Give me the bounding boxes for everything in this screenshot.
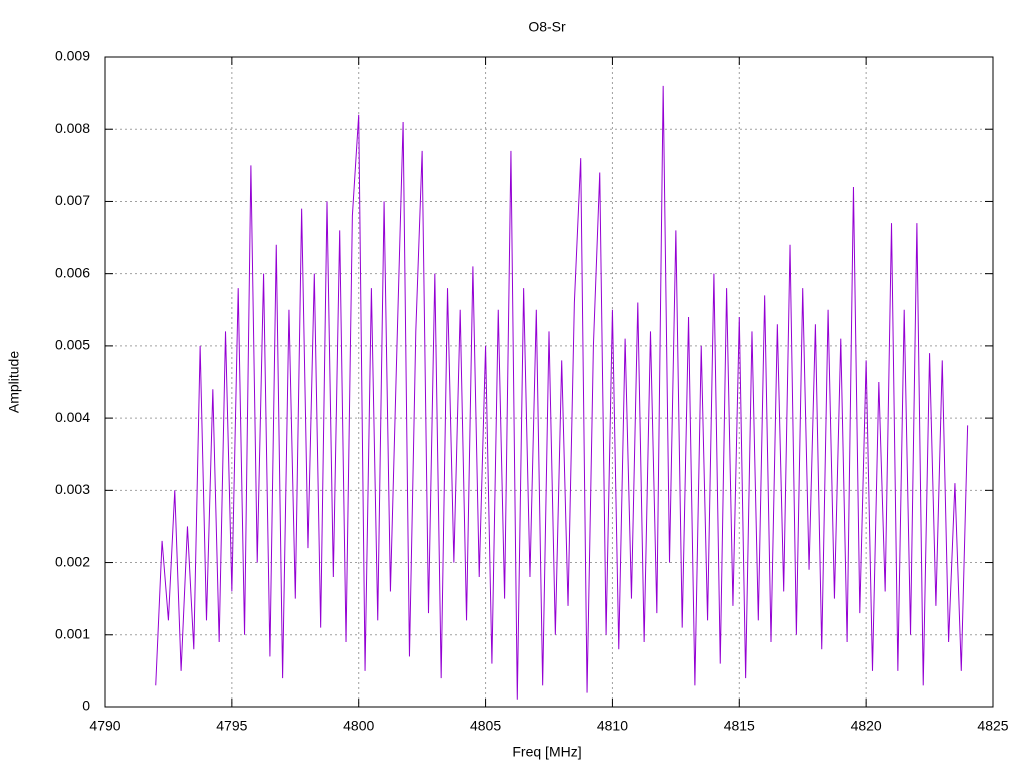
y-tick-label: 0.004 <box>55 409 90 425</box>
y-tick-label: 0.003 <box>55 481 90 497</box>
plot-frame <box>104 56 994 708</box>
x-axis-label: Freq [MHz] <box>512 744 581 760</box>
y-axis-label: Amplitude <box>6 351 22 413</box>
data-line <box>155 85 969 700</box>
chart-title: O8-Sr <box>528 19 566 35</box>
x-tick-label: 4820 <box>851 718 882 734</box>
y-tick-label: 0.002 <box>55 553 90 569</box>
y-tick-label: 0.008 <box>55 120 90 136</box>
y-tick-label: 0.009 <box>55 48 90 64</box>
x-tick-label: 4800 <box>343 718 374 734</box>
x-tick-label: 4825 <box>977 718 1008 734</box>
x-tick-label: 4810 <box>597 718 628 734</box>
y-tick-label: 0.006 <box>55 264 90 280</box>
y-tick-label: 0.001 <box>55 625 90 641</box>
y-tick-label: 0 <box>82 698 90 714</box>
x-tick-label: 4790 <box>89 718 120 734</box>
x-tick-label: 4795 <box>216 718 247 734</box>
x-tick-label: 4815 <box>724 718 755 734</box>
y-tick-label: 0.005 <box>55 337 90 353</box>
y-tick-label: 0.007 <box>55 192 90 208</box>
x-tick-label: 4805 <box>470 718 501 734</box>
